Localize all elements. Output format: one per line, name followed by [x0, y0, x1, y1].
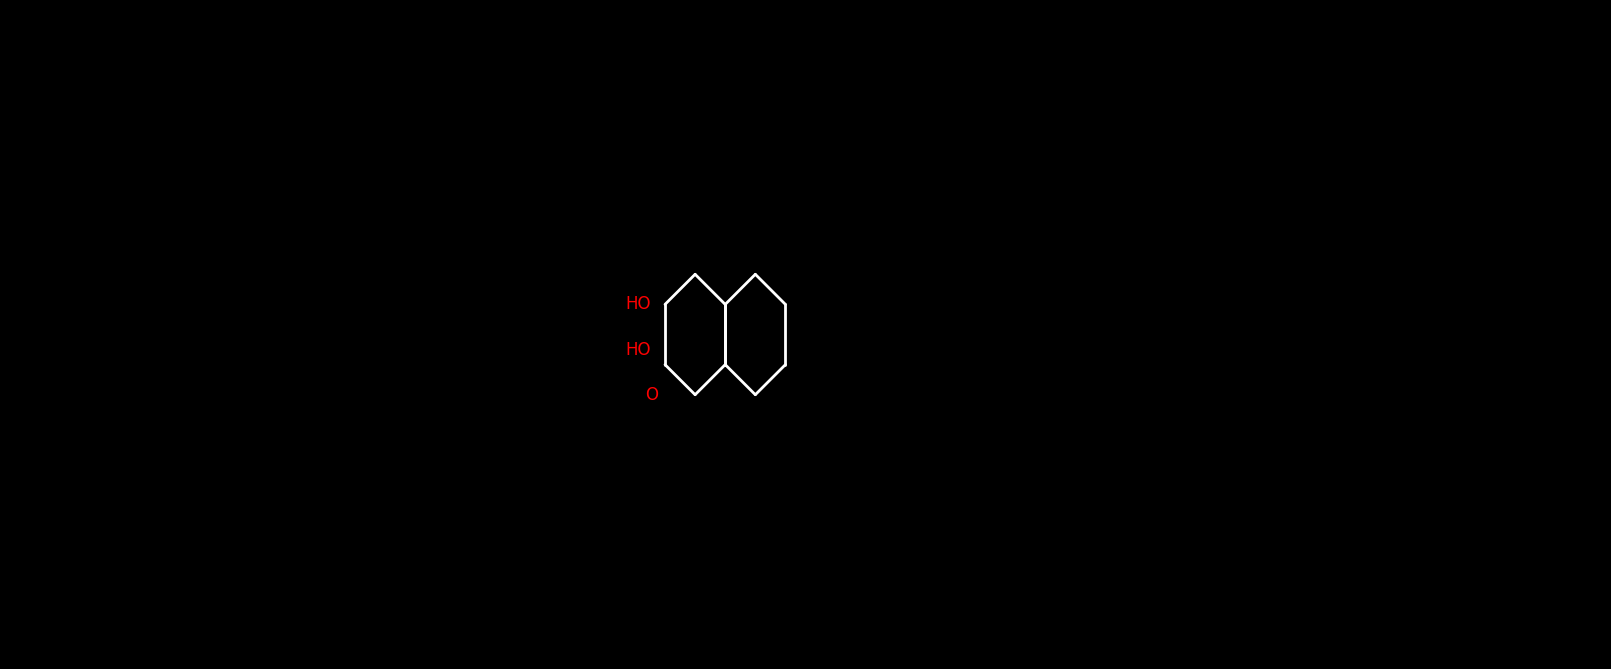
Text: HO: HO: [625, 296, 651, 313]
Text: HO: HO: [625, 341, 651, 359]
Text: O: O: [644, 386, 659, 403]
